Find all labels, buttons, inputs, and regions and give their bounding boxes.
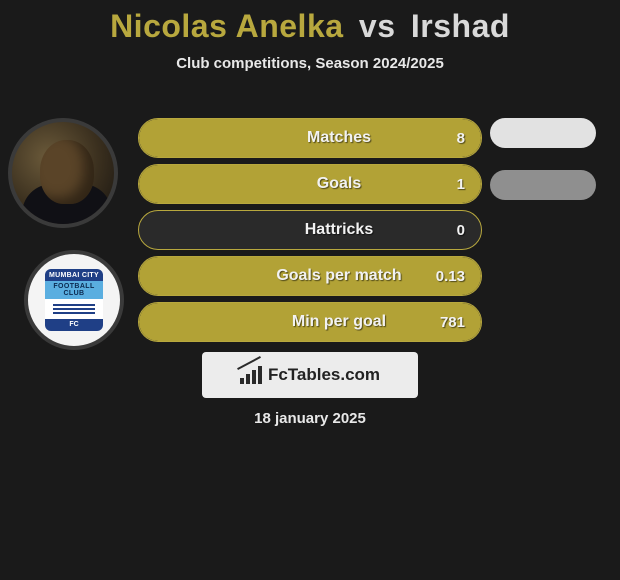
date-label: 18 january 2025 xyxy=(0,410,620,427)
stat-bars: Matches8Goals1Hattricks0Goals per match0… xyxy=(138,118,482,348)
bar-label: Goals xyxy=(139,175,481,193)
player1-name: Nicolas Anelka xyxy=(110,8,343,44)
comparison-pill xyxy=(490,170,596,200)
stat-bar: Hattricks0 xyxy=(138,210,482,250)
comparison-pills xyxy=(490,118,610,222)
bar-value: 0 xyxy=(457,222,465,239)
footer-logo: FcTables.com xyxy=(202,352,418,398)
bar-label: Matches xyxy=(139,129,481,147)
footer-logo-text: FcTables.com xyxy=(268,365,380,385)
club-badge: MUMBAI CITY FOOTBALL CLUB FC xyxy=(45,269,103,331)
club-avatar: MUMBAI CITY FOOTBALL CLUB FC xyxy=(24,250,124,350)
bar-value: 0.13 xyxy=(436,268,465,285)
club-badge-mid: FOOTBALL CLUB xyxy=(45,281,103,299)
stat-bar: Goals per match0.13 xyxy=(138,256,482,296)
vs-label: vs xyxy=(359,8,396,44)
club-badge-stripes xyxy=(45,299,103,319)
player1-avatar xyxy=(8,118,118,228)
comparison-title: Nicolas Anelka vs Irshad xyxy=(0,8,620,45)
stat-bar: Goals1 xyxy=(138,164,482,204)
bar-label: Goals per match xyxy=(139,267,481,285)
club-badge-top: MUMBAI CITY xyxy=(45,269,103,281)
subtitle: Club competitions, Season 2024/2025 xyxy=(0,55,620,72)
bar-label: Hattricks xyxy=(139,221,481,239)
bar-chart-icon xyxy=(240,366,262,384)
bar-value: 1 xyxy=(457,176,465,193)
bar-label: Min per goal xyxy=(139,313,481,331)
bar-value: 781 xyxy=(440,314,465,331)
club-badge-bot: FC xyxy=(45,319,103,331)
comparison-pill xyxy=(490,118,596,148)
player2-name: Irshad xyxy=(411,8,510,44)
bar-value: 8 xyxy=(457,130,465,147)
stat-bar: Matches8 xyxy=(138,118,482,158)
stat-bar: Min per goal781 xyxy=(138,302,482,342)
avatar-column: MUMBAI CITY FOOTBALL CLUB FC xyxy=(8,118,128,350)
